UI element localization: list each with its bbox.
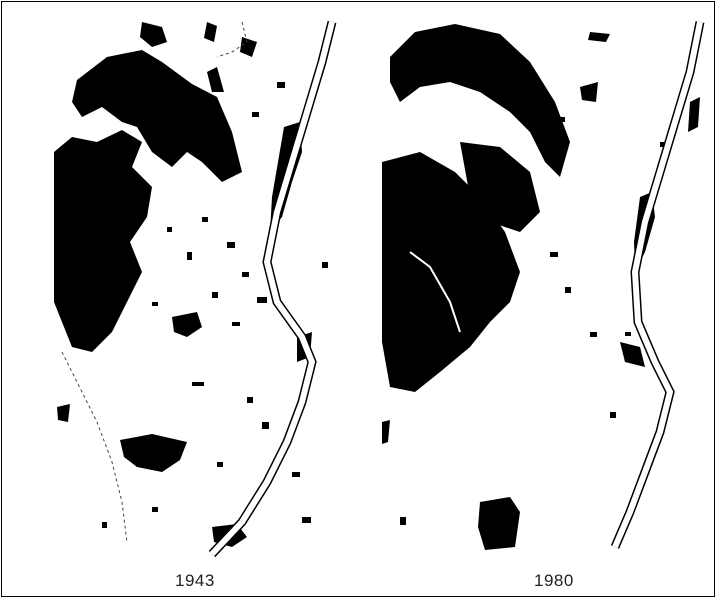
forest-central-1980 — [460, 142, 540, 232]
patch — [192, 382, 204, 386]
patch — [102, 522, 107, 528]
patch — [292, 472, 300, 477]
forest-patch-a — [140, 22, 167, 47]
patch — [257, 297, 267, 303]
patch — [277, 82, 285, 88]
forest-north-1943 — [72, 50, 242, 182]
forest-patch-b — [204, 22, 217, 42]
forest-patch-e — [688, 97, 700, 132]
patch — [560, 117, 565, 122]
forest-patch-d — [207, 67, 224, 92]
year-label-1980: 1980 — [534, 571, 574, 590]
forest-left-bottom-1980 — [382, 420, 390, 444]
forest-south-a-1943 — [120, 434, 187, 472]
forest-mid-1943 — [172, 312, 202, 337]
map-1980 — [382, 21, 705, 550]
patch — [217, 462, 223, 467]
patch — [322, 262, 328, 268]
patch — [152, 302, 158, 306]
patch — [610, 412, 616, 418]
patch — [302, 517, 311, 523]
patch — [232, 322, 240, 326]
forest-patch-c — [240, 37, 257, 57]
patch — [400, 517, 406, 525]
patch — [252, 112, 259, 117]
patch — [550, 252, 558, 257]
forest-west-1943 — [54, 130, 152, 352]
patch — [262, 422, 269, 429]
danube-river-1980 — [610, 21, 705, 549]
patch — [660, 142, 666, 147]
boundary-dashed-1943 — [61, 21, 248, 543]
patch — [187, 252, 192, 260]
map-1943 — [54, 20, 337, 558]
road-1980 — [409, 251, 461, 333]
forest-patch-g — [620, 342, 645, 367]
patch — [212, 292, 218, 298]
patch — [202, 217, 208, 222]
patch — [167, 227, 172, 232]
patch — [625, 332, 631, 336]
patch — [227, 242, 235, 248]
forest-patch-f — [580, 82, 598, 102]
patch — [247, 397, 253, 403]
forest-north-1980 — [390, 24, 570, 177]
patch — [565, 287, 571, 293]
forest-south-1980 — [478, 497, 520, 550]
forest-patch-h — [588, 32, 610, 42]
forest-left-bottom-1943 — [57, 404, 70, 422]
year-label-1943: 1943 — [175, 571, 215, 590]
patch — [242, 272, 249, 277]
patch — [152, 507, 158, 512]
patch — [590, 332, 597, 337]
